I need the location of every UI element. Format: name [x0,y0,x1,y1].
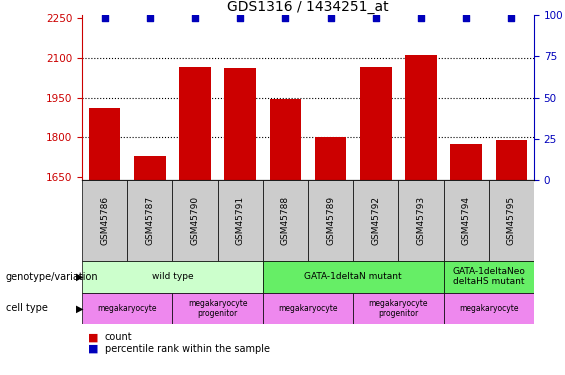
Text: GSM45787: GSM45787 [145,196,154,245]
Bar [172,180,218,261]
Bar [496,140,527,180]
Text: wild type: wild type [151,272,193,281]
Text: GSM45786: GSM45786 [100,196,109,245]
Text: GSM45789: GSM45789 [326,196,335,245]
Bar [308,180,353,261]
Bar [270,99,301,180]
Text: ■: ■ [88,333,98,342]
Title: GDS1316 / 1434251_at: GDS1316 / 1434251_at [227,0,389,14]
Point [462,15,471,21]
Text: megakaryocyte
progenitor: megakaryocyte progenitor [188,299,247,318]
Text: GATA-1deltaNeo
deltaHS mutant: GATA-1deltaNeo deltaHS mutant [453,267,525,286]
Point [371,15,380,21]
Text: GSM45791: GSM45791 [236,196,245,245]
Bar [444,261,534,292]
Text: megakaryocyte
progenitor: megakaryocyte progenitor [368,299,428,318]
Bar [444,180,489,261]
Bar [263,292,353,324]
Bar [134,156,166,180]
Point [281,15,290,21]
Text: ▶: ▶ [76,303,84,313]
Bar [89,108,120,180]
Text: megakaryocyte: megakaryocyte [97,304,157,313]
Bar [444,292,534,324]
Point [190,15,199,21]
Point [326,15,335,21]
Text: ▶: ▶ [76,272,84,282]
Bar [353,292,444,324]
Bar [127,180,172,261]
Text: GSM45788: GSM45788 [281,196,290,245]
Bar [360,67,392,180]
Text: ■: ■ [88,344,98,354]
Text: GATA-1deltaN mutant: GATA-1deltaN mutant [305,272,402,281]
Bar [405,55,437,180]
Point [507,15,516,21]
Bar [353,180,398,261]
Text: cell type: cell type [6,303,47,313]
Text: GSM45790: GSM45790 [190,196,199,245]
Bar [489,180,534,261]
Bar [82,180,127,261]
Point [145,15,154,21]
Text: count: count [105,333,132,342]
Text: genotype/variation: genotype/variation [6,272,98,282]
Text: megakaryocyte: megakaryocyte [459,304,519,313]
Text: GSM45792: GSM45792 [371,196,380,245]
Point [100,15,109,21]
Bar [82,261,263,292]
Bar [224,68,256,180]
Bar [179,67,211,180]
Bar [263,180,308,261]
Point [416,15,425,21]
Bar [172,292,263,324]
Bar [263,261,444,292]
Text: GSM45793: GSM45793 [416,196,425,245]
Text: GSM45794: GSM45794 [462,196,471,245]
Bar [218,180,263,261]
Text: megakaryocyte: megakaryocyte [278,304,338,313]
Bar [398,180,444,261]
Text: percentile rank within the sample: percentile rank within the sample [105,344,270,354]
Bar [450,144,482,180]
Point [236,15,245,21]
Text: GSM45795: GSM45795 [507,196,516,245]
Bar [82,292,172,324]
Bar [315,137,346,180]
